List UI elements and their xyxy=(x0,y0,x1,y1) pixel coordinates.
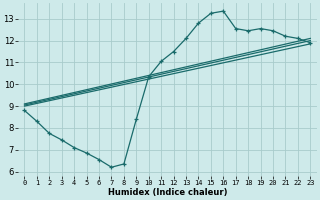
X-axis label: Humidex (Indice chaleur): Humidex (Indice chaleur) xyxy=(108,188,227,197)
